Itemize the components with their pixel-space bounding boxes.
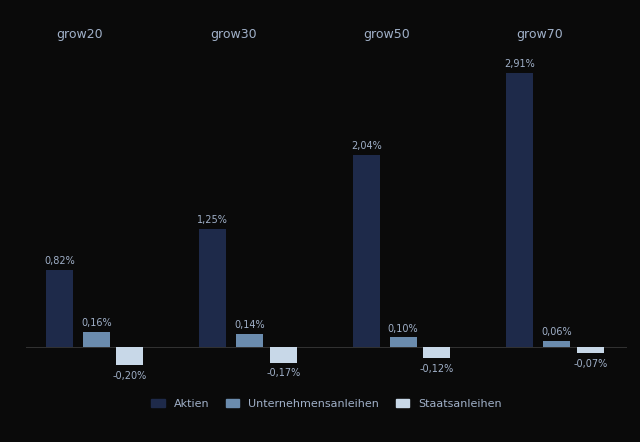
Text: 0,14%: 0,14% [234, 320, 265, 330]
Bar [506, 73, 533, 347]
Bar [543, 341, 570, 347]
Bar [577, 347, 604, 353]
Bar [353, 155, 380, 347]
Text: 2,91%: 2,91% [504, 59, 535, 69]
Bar [116, 347, 143, 366]
Text: grow30: grow30 [210, 28, 257, 41]
Bar [83, 332, 109, 347]
Text: 1,25%: 1,25% [197, 215, 228, 225]
Bar [390, 337, 417, 347]
Text: grow50: grow50 [364, 28, 410, 41]
Bar [424, 347, 451, 358]
Bar [199, 229, 227, 347]
Text: 0,16%: 0,16% [81, 318, 111, 328]
Bar [46, 270, 73, 347]
Text: -0,07%: -0,07% [573, 359, 607, 369]
Bar [236, 334, 263, 347]
Text: grow70: grow70 [516, 28, 563, 41]
Text: -0,17%: -0,17% [266, 368, 301, 378]
Text: -0,12%: -0,12% [420, 364, 454, 373]
Bar [270, 347, 297, 362]
Text: 0,06%: 0,06% [541, 327, 572, 337]
Text: 0,10%: 0,10% [388, 324, 419, 334]
Text: grow20: grow20 [56, 28, 103, 41]
Text: 0,82%: 0,82% [44, 256, 75, 266]
Legend: Aktien, Unternehmensanleihen, Staatsanleihen: Aktien, Unternehmensanleihen, Staatsanle… [147, 394, 506, 413]
Text: -0,20%: -0,20% [113, 371, 147, 381]
Text: 2,04%: 2,04% [351, 141, 381, 151]
